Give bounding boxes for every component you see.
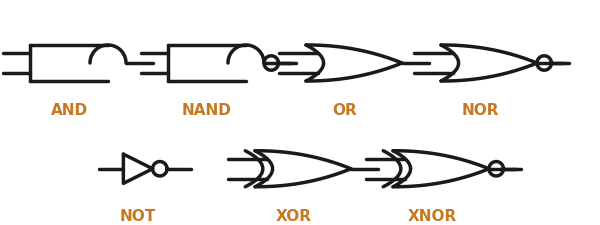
Text: AND: AND	[50, 104, 88, 119]
Text: OR: OR	[332, 104, 358, 119]
Text: NAND: NAND	[182, 104, 232, 119]
Text: NOR: NOR	[461, 104, 499, 119]
Text: XOR: XOR	[276, 209, 312, 224]
Text: NOT: NOT	[120, 209, 156, 224]
Text: XNOR: XNOR	[407, 209, 457, 224]
